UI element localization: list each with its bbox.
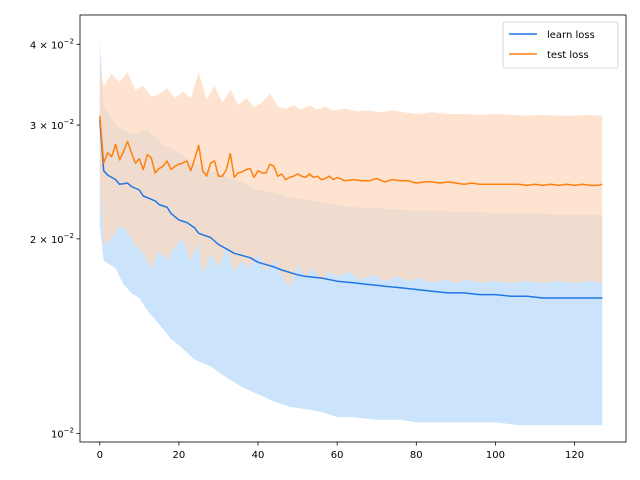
legend-label: test loss <box>547 50 589 61</box>
y-axis: 10−2 2 × 10−2 3 × 10−2 4 × 10−2 <box>30 37 80 440</box>
x-tick-label: 40 <box>252 450 265 461</box>
series-lines <box>99 115 603 299</box>
legend-box <box>502 21 619 69</box>
x-tick-label: 120 <box>565 450 584 461</box>
legend-label: learn loss <box>547 30 595 41</box>
x-tick-label: 100 <box>486 450 505 461</box>
x-tick-label: 20 <box>173 450 186 461</box>
x-tick-label: 60 <box>331 450 344 461</box>
y-tick-label: 2 × 10−2 <box>30 232 74 246</box>
line-series-1 <box>99 120 603 299</box>
x-tick-label: 0 <box>97 450 103 461</box>
x-tick-label: 80 <box>410 450 423 461</box>
y-tick-label: 3 × 10−2 <box>30 118 74 132</box>
y-tick-label: 4 × 10−2 <box>30 37 74 51</box>
plot-frame <box>79 14 627 443</box>
x-axis: 0 20 40 60 80 100 120 <box>97 442 584 461</box>
line-series-2 <box>99 115 603 187</box>
y-tick-label: 10−2 <box>51 426 74 440</box>
confidence-bands <box>99 40 603 426</box>
legend: learn loss test loss <box>502 21 619 69</box>
band-series-2 <box>99 66 603 288</box>
